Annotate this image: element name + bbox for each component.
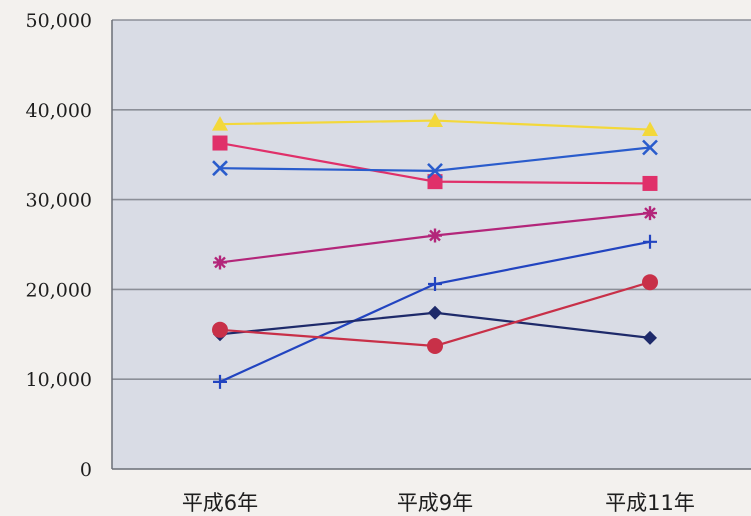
y-tick-label: 30,000 [26,190,92,212]
y-tick-label: 40,000 [26,100,92,122]
data-point [428,228,442,243]
x-tick-label: 平成9年 [397,491,473,515]
data-point [642,121,658,136]
data-point [212,160,228,177]
series-lines [212,112,658,389]
series-plus [213,234,657,389]
data-point [427,112,443,127]
data-point [428,305,442,320]
data-point [642,274,658,291]
data-point [428,277,442,292]
x-tick-label: 平成11年 [605,491,695,515]
y-axis-ticks: 0 10,000 20,000 30,000 40,000 50,000 [26,10,92,481]
series-asterisk [213,206,657,270]
series-x [212,139,658,179]
plot-area [112,20,751,469]
y-tick-label: 10,000 [26,369,92,391]
data-point [427,162,443,179]
data-point [643,330,657,345]
data-point [212,321,228,338]
x-axis-ticks: 平成6年 平成9年 平成11年 [182,491,695,515]
data-point [213,255,227,270]
series-circle [212,274,658,354]
series-triangle [212,112,658,136]
y-tick-label: 20,000 [26,279,92,301]
gridlines [112,19,751,381]
data-point [642,139,658,156]
x-tick-label: 平成6年 [182,491,258,515]
data-point [213,374,227,389]
series-square [212,135,658,191]
data-point [642,175,658,191]
y-tick-label: 0 [80,459,92,481]
data-point [643,234,657,249]
data-point [643,206,657,221]
y-tick-label: 50,000 [26,10,92,32]
data-point [212,116,228,131]
data-point [212,135,228,151]
data-point [427,337,443,354]
data-point [427,174,443,190]
